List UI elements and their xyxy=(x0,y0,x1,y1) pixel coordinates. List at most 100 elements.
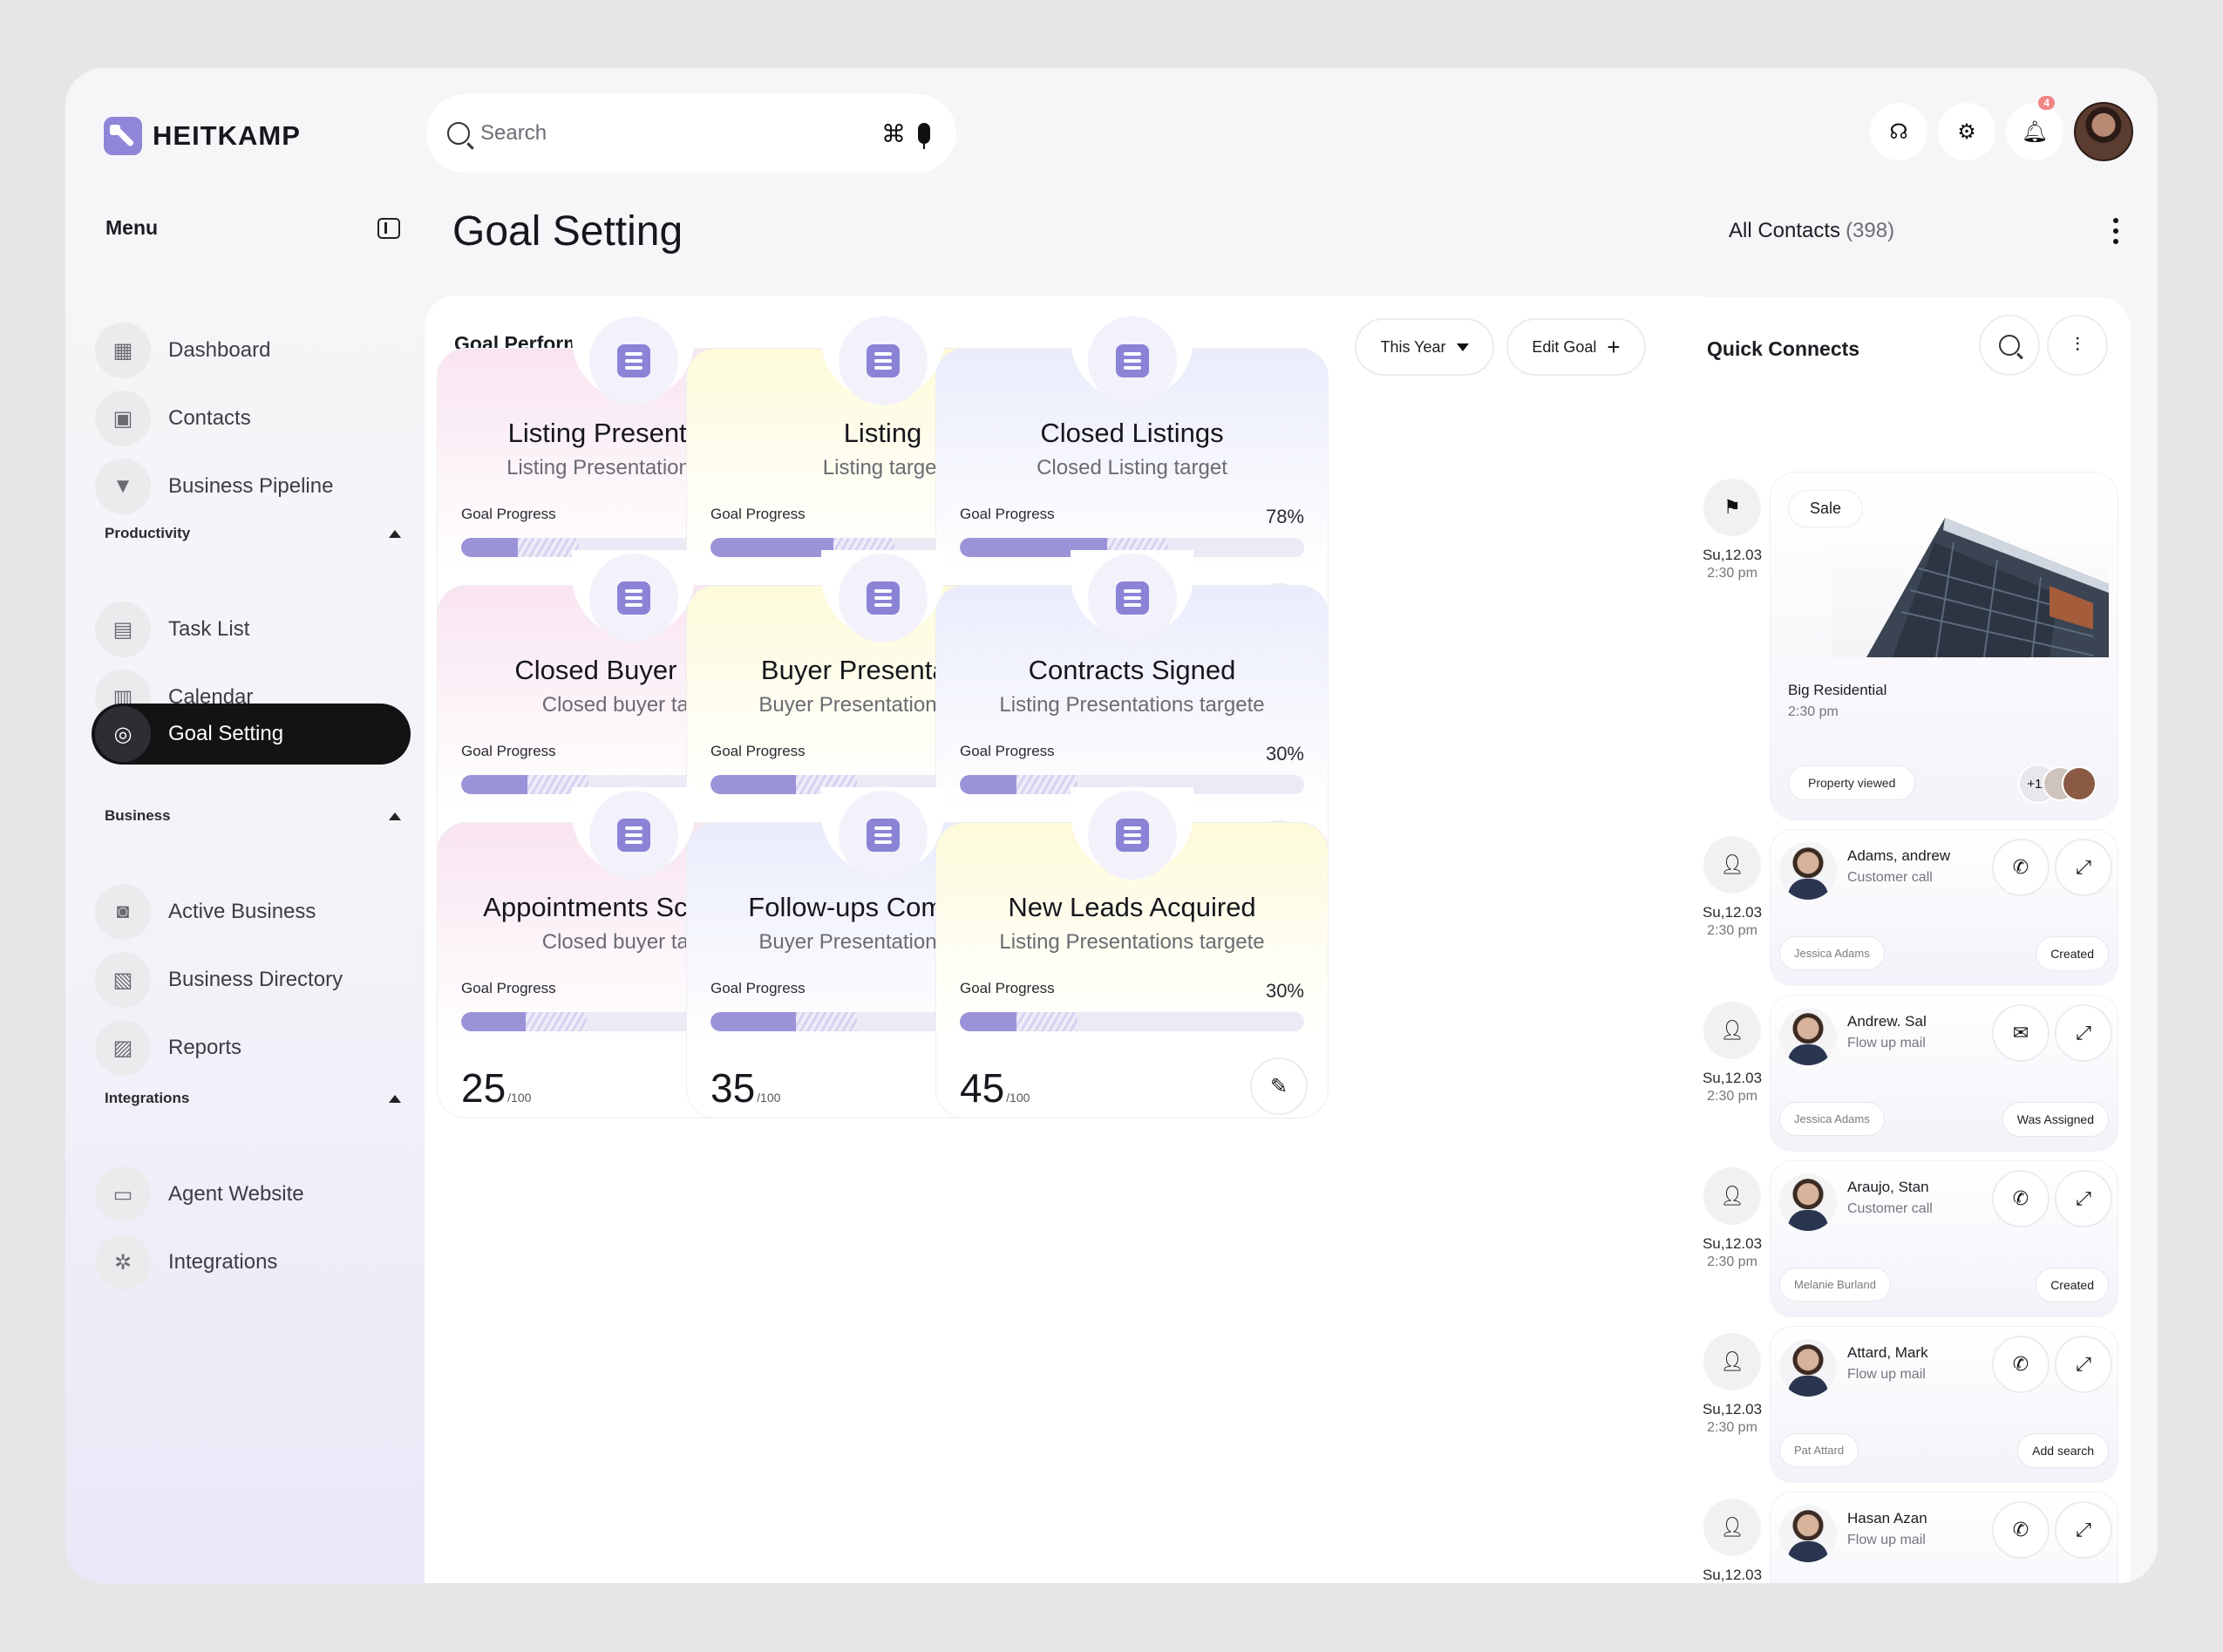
goal-progress-fill xyxy=(461,775,527,794)
sidebar-item-business-directory[interactable]: ▧ Business Directory xyxy=(92,949,411,1010)
contact-card-araujo-stan[interactable]: Araujo, Stan Customer call ✆ ⤢ Melanie Burla… xyxy=(1770,1160,2118,1317)
support-button[interactable]: ☊ xyxy=(1870,103,1927,160)
goal-card-icon-wrap xyxy=(589,791,678,880)
sidebar-item-agent-website[interactable]: ▭ Agent Website xyxy=(92,1164,411,1225)
all-contacts-link[interactable]: All Contacts (398) xyxy=(1729,219,1894,243)
goal-card-title: Listing xyxy=(843,418,922,448)
all-contacts-label: All Contacts xyxy=(1729,219,1841,242)
timeline-time: 2:30 pm xyxy=(1707,923,1757,938)
contact-activity: Flow up mail xyxy=(1847,1036,1926,1050)
brand-name: HEITKAMP xyxy=(153,120,301,151)
user-avatar[interactable] xyxy=(2074,102,2133,161)
contact-action-button[interactable]: ✉ xyxy=(1992,1004,2050,1062)
timeline-item: 👤︎ Su,12.03 2:30 pm xyxy=(1693,1002,1771,1105)
goal-progress-stripe xyxy=(518,538,579,557)
expand-button[interactable]: ⤢ xyxy=(2055,1336,2112,1393)
expand-button[interactable]: ⤢ xyxy=(2055,1170,2112,1227)
search-bar[interactable]: ⌘ xyxy=(426,94,956,173)
sidebar-item-label: Task List xyxy=(168,617,250,641)
goal-progress-fill xyxy=(960,775,1016,794)
section-productivity[interactable]: Productivity xyxy=(105,525,401,542)
sliders-icon: ⫶ xyxy=(2075,334,2080,356)
sidebar-collapse-icon[interactable] xyxy=(377,217,400,239)
sidebar-item-task-list[interactable]: ▤ Task List xyxy=(92,599,411,660)
more-options-icon[interactable] xyxy=(2112,218,2119,244)
goal-metric-icon xyxy=(617,344,650,377)
contact-name: Adams, andrew xyxy=(1847,847,1951,864)
edit-goal-button[interactable]: Edit Goal + xyxy=(1506,318,1646,376)
sale-card[interactable]: Sale Big Residential 2:30 pm Property vi… xyxy=(1770,472,2118,820)
menu-label: Menu xyxy=(105,216,159,239)
section-integrations[interactable]: Integrations xyxy=(105,1090,401,1107)
brand-logo[interactable]: HEITKAMP xyxy=(104,117,301,155)
quick-connects-title: Quick Connects xyxy=(1707,337,1860,360)
notifications-button[interactable]: 🔔︎ 4 xyxy=(2006,96,2063,160)
contact-card-adams-andrew[interactable]: Adams, andrew Customer call ✆ ⤢ Jessica Adam… xyxy=(1770,829,2118,986)
contact-action-button[interactable]: ✆ xyxy=(1992,1501,2050,1559)
sidebar-item-reports[interactable]: ▨ Reports xyxy=(92,1017,411,1078)
expand-button[interactable]: ⤢ xyxy=(2055,1501,2112,1559)
quick-connects-panel: Quick Connects ⫶ ⚑ Su,12.03 2:30 pm xyxy=(1676,297,2131,1583)
goal-value: 35/100 xyxy=(710,1064,780,1112)
section-title: Integrations xyxy=(105,1090,190,1106)
collapse-up-icon xyxy=(389,812,401,820)
contact-action-button[interactable]: ✆ xyxy=(1992,839,2050,896)
gear-icon: ⚙ xyxy=(1957,119,1976,144)
goal-card-new-leads-acquired[interactable]: New Leads Acquired Listing Presentations … xyxy=(935,787,1329,1118)
contact-activity: Customer call xyxy=(1847,1201,1933,1216)
goal-card-subtitle: Closed Listing target xyxy=(1037,456,1227,479)
contact-card-attard-mark[interactable]: Attard, Mark Flow up mail ✆ ⤢ Pat Attard Add … xyxy=(1770,1326,2118,1483)
goal-value-max: /100 xyxy=(507,1091,532,1105)
goal-value-max: /100 xyxy=(1006,1091,1030,1105)
timeline-time: 2:30 pm xyxy=(1707,1089,1757,1104)
sidebar-item-goal-setting[interactable]: ◎ Goal Setting xyxy=(92,704,411,765)
quick-connects-search-button[interactable] xyxy=(1979,315,2040,376)
goal-card-subtitle: Listing Presentations targete xyxy=(999,693,1265,717)
page-title: Goal Setting xyxy=(452,208,683,255)
section-business[interactable]: Business xyxy=(105,807,401,825)
building-image xyxy=(1832,507,2109,657)
user-plus-icon: 👤︎ xyxy=(1703,1333,1761,1390)
goal-metric-icon xyxy=(1116,819,1149,852)
edit-goal-label: Edit Goal xyxy=(1532,337,1597,356)
expand-button[interactable]: ⤢ xyxy=(2055,1004,2112,1062)
goal-card-title: Closed Listings xyxy=(1040,418,1224,448)
sidebar-item-integrations[interactable]: ✲ Integrations xyxy=(92,1232,411,1293)
contact-card-andrew-sal[interactable]: Andrew. Sal Flow up mail ✉ ⤢ Jessica Adams Wa… xyxy=(1770,995,2118,1152)
timeline-date: Su,12.03 xyxy=(1702,1567,1763,1583)
sidebar-item-dashboard[interactable]: ▦ Dashboard xyxy=(92,320,411,381)
network-icon: ✲ xyxy=(95,1234,151,1290)
sidebar-item-contacts[interactable]: ▣ Contacts xyxy=(92,388,411,449)
command-key-icon[interactable]: ⌘ xyxy=(881,119,906,147)
clipboard-icon: ▤ xyxy=(95,602,151,657)
edit-goal-card-button[interactable]: ✎ xyxy=(1250,1057,1308,1115)
contact-action-button[interactable]: ✆ xyxy=(1992,1336,2050,1393)
goal-card-title: New Leads Acquired xyxy=(1008,892,1256,922)
settings-button[interactable]: ⚙ xyxy=(1938,103,1995,160)
contact-action-button[interactable]: ✆ xyxy=(1992,1170,2050,1227)
assigned-person-tag: Pat Attard xyxy=(1779,1433,1859,1467)
goal-metric-icon xyxy=(867,819,900,852)
search-input[interactable] xyxy=(480,121,873,146)
expand-button[interactable]: ⤢ xyxy=(2055,839,2112,896)
quick-connects-filter-button[interactable]: ⫶ xyxy=(2047,315,2108,376)
goal-progress-fill xyxy=(710,775,796,794)
sidebar-item-active-business[interactable]: ◙ Active Business xyxy=(92,881,411,942)
goal-progress-stripe xyxy=(1016,1012,1078,1031)
contact-activity: Customer call xyxy=(1847,870,1933,885)
expand-icon: ⤢ xyxy=(2076,856,2091,878)
timeline-item: 👤︎ Su,12.03 2:30 pm xyxy=(1693,1167,1771,1270)
sidebar-item-business-pipeline[interactable]: ▼ Business Pipeline xyxy=(92,456,411,517)
sidebar: HEITKAMP Menu ▦ Dashboard ▣ Contacts ▼ B… xyxy=(65,68,425,1583)
goal-progress-label: Goal Progress xyxy=(710,506,806,522)
microphone-icon[interactable] xyxy=(918,123,930,149)
timeline-item: ⚑ Su,12.03 2:30 pm xyxy=(1693,479,1771,581)
goal-progress-fill xyxy=(461,1012,526,1031)
goal-metric-icon xyxy=(867,344,900,377)
period-dropdown[interactable]: This Year xyxy=(1355,318,1494,376)
notification-badge: 4 xyxy=(2038,96,2055,110)
goal-progress-label: Goal Progress xyxy=(461,980,556,996)
goal-metric-icon xyxy=(1116,344,1149,377)
viewer-avatars[interactable]: +12 xyxy=(2018,764,2097,804)
